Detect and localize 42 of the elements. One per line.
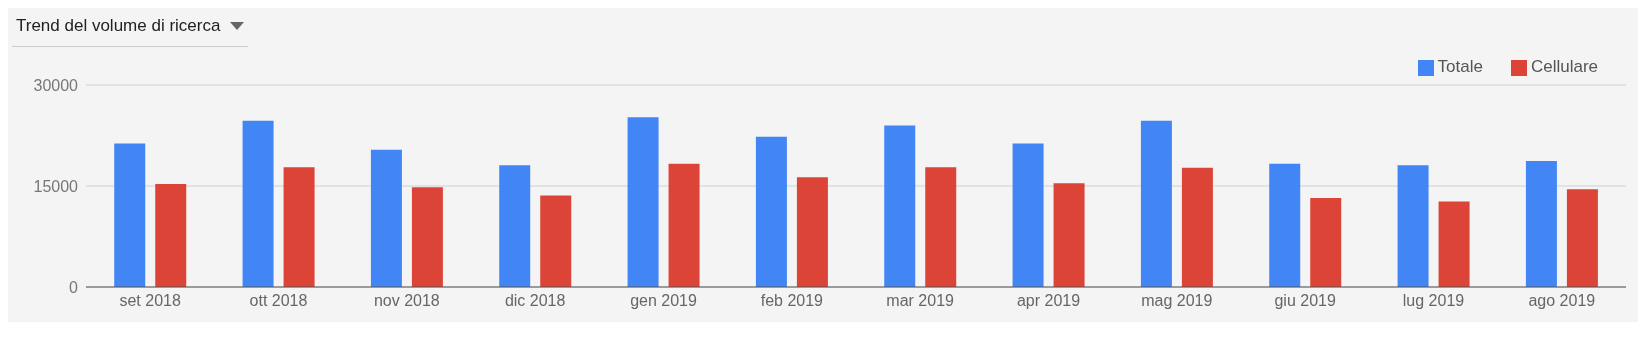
bar [1181,167,1213,287]
x-tick-label: mag 2019 [1141,292,1213,310]
bar [540,195,572,287]
bar [1053,183,1085,287]
bar [1438,201,1470,287]
bar [1525,161,1557,287]
bar [370,149,402,287]
bar [283,167,315,287]
bar [1310,198,1342,287]
x-tick-label: lug 2019 [1402,292,1465,310]
bar [796,177,828,287]
bar [884,125,916,287]
bar [1140,120,1172,287]
x-tick-label: set 2018 [119,292,181,310]
bar [627,117,659,287]
x-tick-label: ott 2018 [249,292,308,310]
bar [242,120,274,287]
y-tick-label: 0 [69,278,79,296]
x-tick-label: apr 2019 [1016,292,1081,310]
bar [1012,143,1044,287]
bar [755,136,787,287]
x-tick-label: dic 2018 [504,292,566,310]
bar [411,187,443,287]
chart-title: Trend del volume di ricerca [16,16,221,36]
legend-label: Cellulare [1530,57,1598,76]
y-tick-label: 15000 [33,177,79,195]
bar [155,183,187,287]
bar [114,143,146,287]
bar [499,165,531,287]
legend-label: Totale [1437,57,1483,76]
bar [1269,163,1301,287]
x-tick-label: gen 2019 [630,292,697,310]
x-tick-label: feb 2019 [760,292,824,310]
x-tick-label: nov 2018 [373,292,440,310]
x-tick-label: giu 2019 [1274,292,1336,310]
bar [668,163,700,287]
x-tick-label: ago 2019 [1528,292,1596,310]
bar [1397,165,1429,287]
y-tick-label: 30000 [33,76,79,94]
bar [1566,189,1598,287]
x-tick-label: mar 2019 [886,292,955,310]
bar [925,167,957,287]
